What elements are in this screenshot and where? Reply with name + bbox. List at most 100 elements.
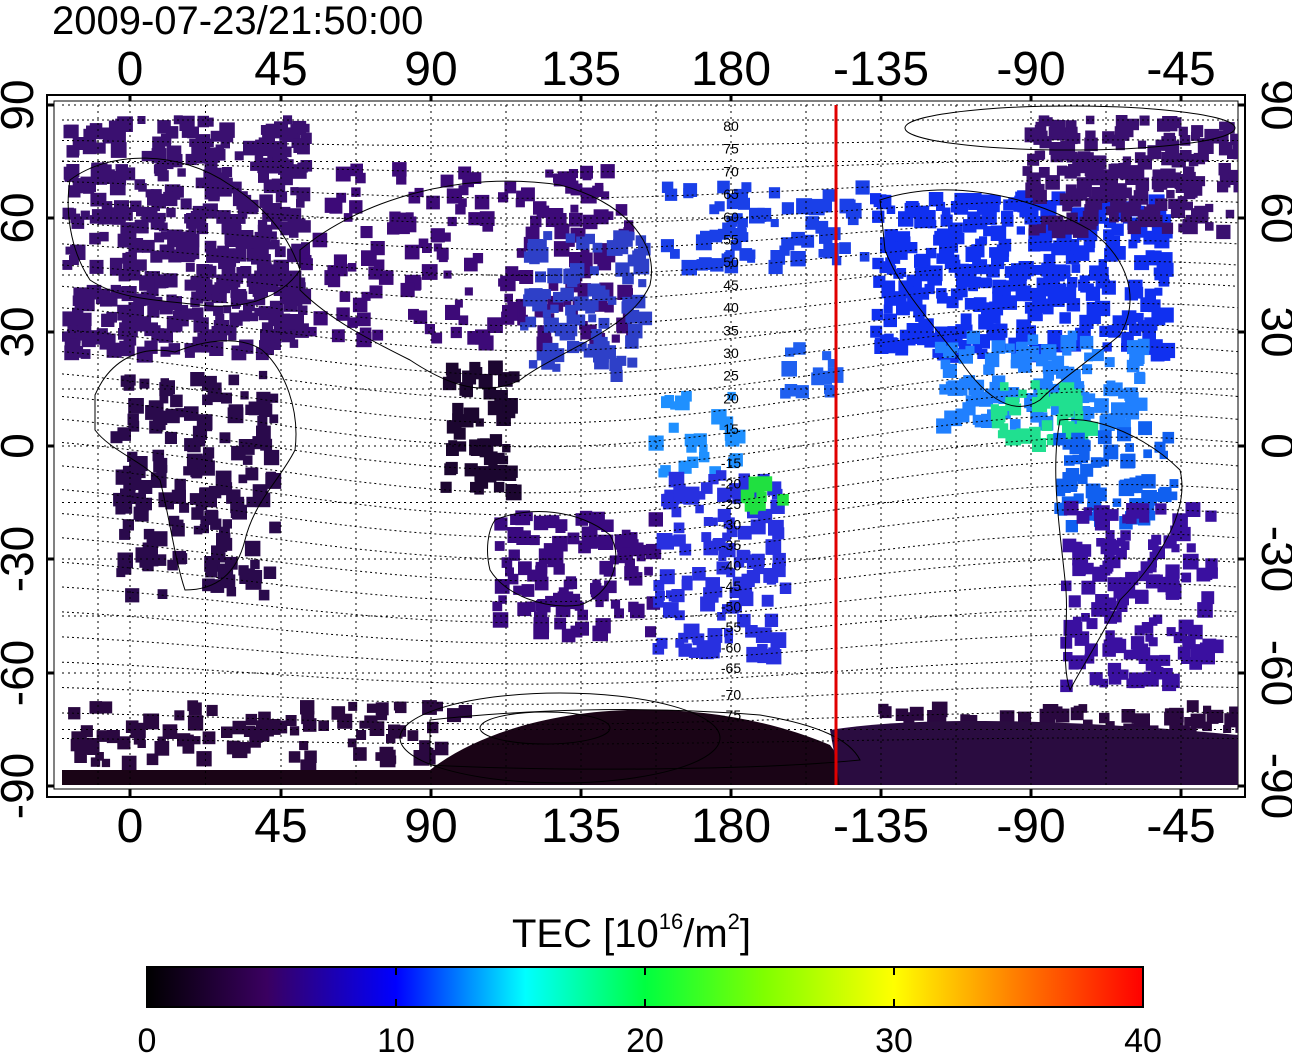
tec-cell: [1145, 633, 1154, 642]
tec-cell: [1126, 359, 1140, 373]
tec-cell: [146, 753, 159, 766]
tec-cell: [210, 130, 222, 142]
tec-cell: [1105, 245, 1118, 258]
tec-cell: [1134, 255, 1150, 271]
tec-cell: [589, 266, 599, 276]
tec-cell: [780, 388, 791, 399]
tec-cell: [738, 197, 750, 210]
tec-cell: [951, 336, 962, 347]
tec-cell: [565, 233, 576, 243]
tec-cell: [1170, 203, 1186, 218]
tec-cell: [1134, 625, 1145, 636]
tec-cell: [870, 194, 880, 204]
tec-cell: [396, 174, 407, 185]
tec-cell: [270, 339, 281, 350]
tec-cell: [64, 345, 80, 361]
tec-cell: [928, 272, 940, 284]
tec-cell: [1076, 420, 1092, 436]
tec-cell: [598, 243, 609, 254]
tec-cell: [1143, 449, 1152, 459]
contour-label: -75: [721, 707, 741, 723]
tec-cell: [119, 528, 131, 540]
tec-cell: [418, 238, 429, 249]
tec-cell: [1165, 564, 1180, 579]
tec-cell: [1205, 203, 1214, 213]
tec-cell: [624, 558, 635, 569]
tec-cell: [66, 145, 79, 158]
tec-cell: [909, 706, 924, 721]
contour-line: [62, 324, 1238, 376]
contour-label: 55: [723, 232, 739, 248]
tec-cell: [307, 326, 317, 337]
tec-cell: [1062, 346, 1072, 356]
tec-cell: [1159, 170, 1168, 180]
tec-cell: [1114, 211, 1124, 221]
tec-cell: [299, 741, 309, 751]
tec-cell: [1117, 183, 1127, 193]
tec-cell: [196, 751, 212, 767]
tec-cell: [1094, 398, 1109, 413]
tec-cell: [208, 485, 222, 499]
tec-cell: [280, 221, 295, 236]
latitude-label-right: 0: [1252, 433, 1292, 459]
tec-cell: [722, 222, 736, 236]
tec-cell: [1055, 708, 1070, 723]
contour-pole-south: [479, 711, 611, 745]
tec-cell: [400, 282, 415, 298]
tec-cell: [128, 302, 144, 318]
tec-cell: [681, 259, 697, 276]
tec-cell: [1064, 455, 1075, 466]
tec-cell: [756, 501, 766, 511]
tec-antarctic-band: [62, 709, 860, 785]
tec-cell: [285, 715, 297, 726]
tec-cell: [534, 611, 548, 625]
tec-cell: [505, 567, 514, 577]
tec-cell: [65, 124, 79, 138]
tec-cell: [594, 341, 610, 357]
tec-cell: [1123, 478, 1139, 494]
tec-cell: [192, 736, 201, 745]
tec-cell: [661, 181, 674, 193]
tec-cell: [152, 531, 168, 547]
tec-cell: [90, 757, 101, 767]
tec-cell: [696, 640, 709, 652]
tec-cell: [673, 534, 686, 547]
tec-cell: [333, 254, 347, 268]
tec-cell: [576, 236, 590, 250]
tec-cell: [939, 237, 952, 250]
tec-cell: [102, 164, 112, 174]
latitude-label-right: 30: [1252, 306, 1292, 357]
tec-cell: [722, 532, 731, 542]
tec-cell: [732, 576, 743, 587]
tec-cell: [523, 251, 536, 263]
tec-cell: [1182, 181, 1191, 190]
tec-cell: [1103, 444, 1119, 460]
tec-cell: [761, 594, 774, 607]
tec-cell: [455, 441, 467, 452]
contour-line: [62, 368, 1238, 424]
tec-cell: [1043, 380, 1053, 389]
tec-cell: [1124, 311, 1137, 323]
tec-cell: [1086, 310, 1097, 321]
tec-cell: [705, 577, 720, 592]
tec-cell: [121, 286, 137, 302]
tec-cell: [1108, 671, 1122, 685]
tec-cell: [529, 535, 540, 546]
tec-cell: [638, 242, 651, 256]
tec-cell: [281, 146, 292, 158]
tec-cell: [172, 185, 184, 198]
tec-cell: [932, 348, 942, 358]
tec-cell: [592, 242, 603, 253]
tec-cell: [1043, 229, 1053, 239]
tec-cell: [785, 347, 795, 357]
tec-cell: [115, 118, 124, 128]
tec-cell: [432, 231, 444, 243]
tec-cell: [1210, 709, 1224, 723]
tec-cell: [202, 447, 215, 459]
tec-cell: [1032, 265, 1042, 275]
tec-cell: [724, 628, 734, 638]
tec-cell: [182, 741, 195, 754]
tec-cell: [1139, 115, 1150, 126]
tec-cell: [570, 204, 579, 213]
tec-cell: [493, 452, 505, 465]
